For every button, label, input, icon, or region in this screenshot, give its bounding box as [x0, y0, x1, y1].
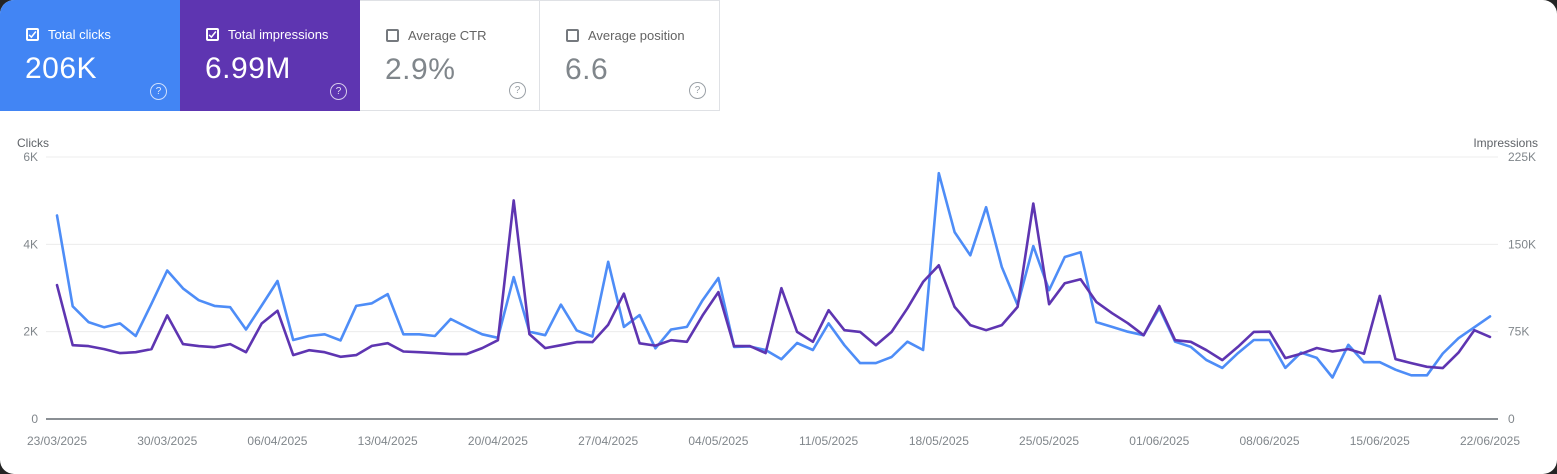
svg-text:6K: 6K — [23, 150, 38, 164]
card-label: Average position — [588, 28, 685, 43]
svg-text:04/05/2025: 04/05/2025 — [688, 434, 748, 448]
svg-text:13/04/2025: 13/04/2025 — [358, 434, 418, 448]
svg-text:225K: 225K — [1508, 150, 1536, 164]
card-average-position[interactable]: Average position 6.6 — [540, 0, 720, 111]
svg-text:22/06/2025: 22/06/2025 — [1460, 434, 1520, 448]
card-label: Total impressions — [228, 27, 329, 42]
svg-text:01/06/2025: 01/06/2025 — [1129, 434, 1189, 448]
total-clicks-value: 206K — [25, 52, 98, 85]
card-total-impressions[interactable]: Total impressions 6.99M — [180, 0, 360, 111]
help-icon[interactable] — [150, 83, 167, 100]
average-position-checkbox-icon[interactable] — [566, 29, 579, 42]
svg-text:18/05/2025: 18/05/2025 — [909, 434, 969, 448]
svg-text:0: 0 — [31, 412, 38, 426]
svg-text:2K: 2K — [23, 325, 38, 339]
help-icon[interactable] — [689, 82, 706, 99]
svg-text:11/05/2025: 11/05/2025 — [799, 434, 858, 448]
svg-text:75K: 75K — [1508, 325, 1529, 339]
average-position-value: 6.6 — [565, 53, 609, 86]
svg-text:4K: 4K — [23, 237, 38, 251]
help-icon[interactable] — [330, 83, 347, 100]
help-icon[interactable] — [509, 82, 526, 99]
card-total-clicks[interactable]: Total clicks 206K — [0, 0, 180, 111]
svg-text:30/03/2025: 30/03/2025 — [137, 434, 197, 448]
metric-cards: Total clicks 206K Total impressions 6.99… — [0, 0, 720, 111]
svg-text:Clicks: Clicks — [17, 136, 49, 150]
average-ctr-checkbox-icon[interactable] — [386, 29, 399, 42]
svg-text:Impressions: Impressions — [1473, 136, 1538, 150]
svg-text:06/04/2025: 06/04/2025 — [247, 434, 307, 448]
card-label: Total clicks — [48, 27, 111, 42]
total-impressions-checkbox-icon[interactable] — [206, 28, 219, 41]
svg-text:0: 0 — [1508, 412, 1515, 426]
svg-text:23/03/2025: 23/03/2025 — [27, 434, 87, 448]
svg-text:27/04/2025: 27/04/2025 — [578, 434, 638, 448]
svg-text:25/05/2025: 25/05/2025 — [1019, 434, 1079, 448]
svg-text:20/04/2025: 20/04/2025 — [468, 434, 528, 448]
svg-text:150K: 150K — [1508, 237, 1536, 251]
average-ctr-value: 2.9% — [385, 53, 456, 86]
card-label: Average CTR — [408, 28, 487, 43]
total-impressions-value: 6.99M — [205, 52, 291, 85]
total-clicks-checkbox-icon[interactable] — [26, 28, 39, 41]
card-average-ctr[interactable]: Average CTR 2.9% — [360, 0, 540, 111]
svg-text:08/06/2025: 08/06/2025 — [1240, 434, 1300, 448]
svg-text:15/06/2025: 15/06/2025 — [1350, 434, 1410, 448]
